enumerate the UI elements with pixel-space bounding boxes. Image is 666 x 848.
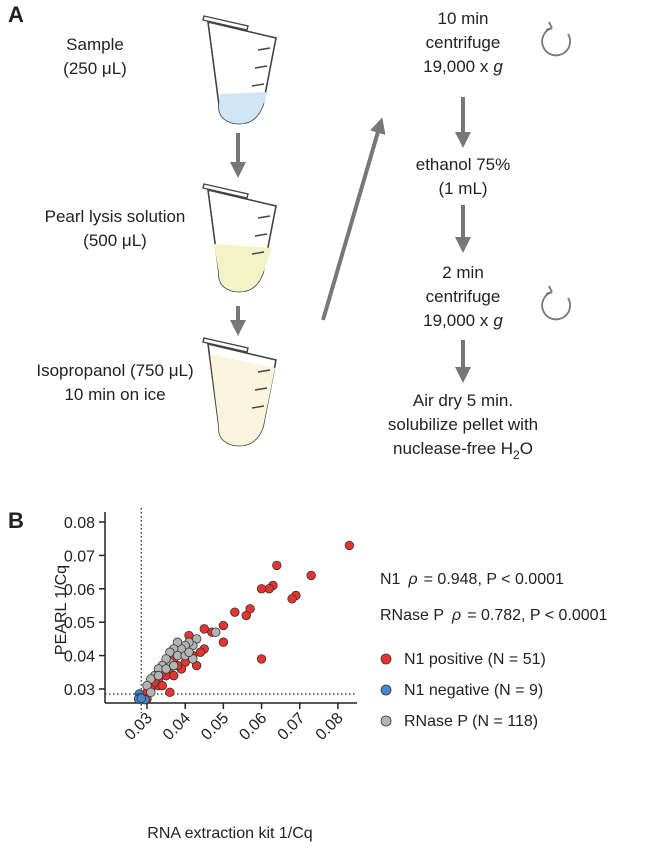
point	[230, 607, 240, 617]
step-text: 2 min	[442, 263, 484, 282]
centrifuge-icon	[541, 285, 571, 321]
x-tick-label: 0.05	[198, 710, 232, 744]
annotation: = 0.948, P < 0.0001	[424, 571, 564, 588]
point	[169, 660, 179, 671]
point	[218, 620, 229, 631]
x-tick-label: 0.04	[160, 710, 194, 744]
step-text: O	[520, 439, 533, 458]
step-text: nuclease-free H	[393, 439, 513, 458]
step-text: 10 min	[437, 9, 488, 28]
step-text: centrifuge	[426, 287, 501, 306]
point	[241, 610, 251, 621]
panel-label: B	[8, 508, 24, 533]
point	[287, 594, 297, 604]
point	[199, 624, 209, 634]
point	[184, 647, 194, 657]
x-tick-label: 0.08	[313, 710, 347, 744]
annotation: N1	[380, 571, 401, 588]
arrow	[321, 117, 386, 321]
y-tick-label: 0.04	[64, 649, 95, 666]
legend-marker	[380, 653, 392, 665]
tube	[202, 15, 277, 125]
step-text: (1 mL)	[438, 179, 487, 198]
point	[256, 654, 267, 664]
legend-marker	[380, 684, 392, 696]
y-tick-label: 0.08	[64, 515, 95, 532]
step-text: Isopropanol (750 μL)	[36, 361, 193, 380]
x-tick-label: 0.07	[275, 710, 309, 744]
x-tick-label: 0.06	[236, 710, 270, 744]
step-text: ethanol 75%	[416, 155, 511, 174]
annotation: = 0.782, P < 0.0001	[467, 607, 607, 624]
centrifuge-icon	[541, 21, 571, 57]
y-axis-label: PEARL 1/Cq	[53, 565, 70, 655]
legend-label: N1 negative (N = 9)	[404, 682, 543, 699]
unit: g	[493, 57, 503, 76]
legend-label: RNase P (N = 118)	[404, 713, 538, 730]
y-tick-label: 0.03	[64, 682, 95, 699]
step-text: solubilize pellet with	[388, 415, 538, 434]
point	[165, 687, 175, 698]
step-text: nuclease-free H2O	[393, 439, 533, 462]
tube	[202, 337, 277, 447]
step-text: centrifuge	[426, 33, 501, 52]
step-text: (500 μL)	[83, 231, 147, 250]
point	[272, 560, 282, 571]
subscript: 2	[513, 448, 520, 462]
legend-label: N1 positive (N = 51)	[404, 651, 546, 668]
y-tick-label: 0.05	[64, 615, 95, 632]
point	[161, 664, 171, 674]
point	[195, 647, 206, 657]
point	[306, 570, 316, 581]
annotation: RNase P	[380, 607, 444, 624]
step-text: (250 μL)	[63, 59, 127, 78]
unit: g	[493, 311, 503, 330]
point	[157, 680, 167, 691]
point	[169, 670, 179, 681]
step-text: 19,000 x	[423, 57, 489, 76]
annotation: RNase P ρ = 0.782, P < 0.0001	[380, 607, 608, 624]
symbol: ρ	[451, 607, 461, 624]
legend-marker	[380, 715, 392, 727]
plot: 0.030.040.050.060.070.080.03 0.04 0.05 0.06…	[64, 508, 546, 744]
step-text: 10 min on ice	[64, 385, 165, 404]
y-tick-label: 0.07	[64, 548, 95, 565]
point	[136, 693, 146, 704]
step-text: Air dry 5 min.	[413, 391, 513, 410]
panel-label: A	[8, 2, 24, 27]
step-text: Pearl lysis solution	[45, 207, 186, 226]
x-tick-label: 0.03	[122, 710, 156, 744]
point	[344, 540, 355, 551]
tube	[202, 183, 277, 293]
annotation: N1 ρ = 0.948, P < 0.0001	[380, 571, 564, 588]
point	[256, 584, 267, 594]
point	[211, 627, 221, 637]
step-text: 19,000 x	[423, 311, 489, 330]
point	[153, 670, 164, 681]
symbol: ρ	[407, 571, 417, 588]
point	[218, 637, 229, 647]
y-tick-label: 0.06	[64, 582, 95, 599]
point	[146, 687, 156, 698]
step-text: Sample	[66, 35, 124, 54]
x-axis-label: RNA extraction kit 1/Cq	[147, 825, 312, 842]
